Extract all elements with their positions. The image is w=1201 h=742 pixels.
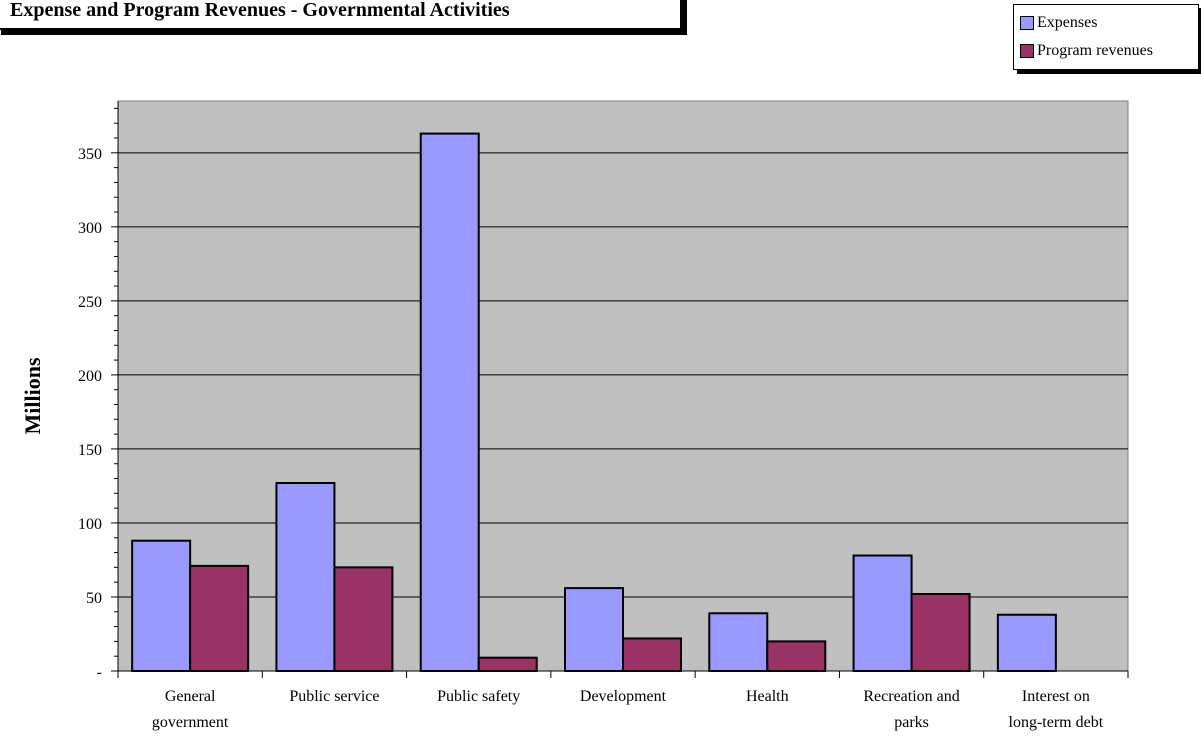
y-axis-label: Millions bbox=[20, 357, 45, 434]
x-category-label: Interest on bbox=[1022, 688, 1090, 705]
x-category-label: Recreation and bbox=[863, 688, 959, 705]
x-category-label: government bbox=[152, 714, 229, 731]
plot-area bbox=[117, 100, 1129, 672]
bar-program-revenues bbox=[622, 637, 682, 673]
bar-program-revenues bbox=[766, 640, 827, 672]
bar-program-revenues bbox=[477, 656, 538, 673]
x-category-label: Development bbox=[580, 688, 667, 705]
bar-expenses bbox=[275, 481, 336, 672]
bar-expenses bbox=[996, 613, 1057, 672]
x-category-label: Public safety bbox=[437, 688, 520, 705]
legend-item-program-revenues: Program revenues bbox=[1020, 37, 1192, 65]
y-tick-label: - bbox=[97, 664, 102, 681]
legend-swatch-program-revenues bbox=[1020, 44, 1034, 58]
x-category-label: long-term debt bbox=[1009, 714, 1104, 731]
bar-expenses bbox=[852, 554, 913, 672]
y-tick-label: 300 bbox=[78, 220, 102, 237]
bar-expenses bbox=[708, 612, 769, 673]
y-tick-label: 350 bbox=[78, 146, 102, 163]
legend-swatch-expenses bbox=[1020, 16, 1034, 30]
y-tick-label: 50 bbox=[86, 590, 102, 607]
legend-label-expenses: Expenses bbox=[1037, 14, 1098, 31]
y-tick-label: 200 bbox=[78, 368, 102, 385]
bar-expenses bbox=[131, 539, 192, 673]
x-category-label: Public service bbox=[289, 688, 379, 705]
x-category-label: General bbox=[165, 688, 216, 705]
y-tick-label: 100 bbox=[78, 516, 102, 533]
y-tick-label: 250 bbox=[78, 294, 102, 311]
legend: Expenses Program revenues bbox=[1013, 4, 1199, 70]
x-category-label: parks bbox=[894, 714, 929, 731]
chart-title-text: Expense and Program Revenues - Governmen… bbox=[10, 0, 510, 21]
bar-program-revenues bbox=[910, 593, 971, 673]
bar-expenses bbox=[564, 587, 624, 672]
bar-program-revenues bbox=[333, 566, 394, 673]
bar-program-revenues bbox=[189, 564, 250, 672]
x-category-label: Health bbox=[746, 688, 789, 705]
bar-expenses bbox=[419, 132, 480, 673]
y-tick-label: 150 bbox=[78, 442, 102, 459]
chart-title: Expense and Program Revenues - Governmen… bbox=[0, 0, 682, 30]
legend-label-program-revenues: Program revenues bbox=[1037, 42, 1153, 59]
legend-item-expenses: Expenses bbox=[1020, 9, 1192, 37]
